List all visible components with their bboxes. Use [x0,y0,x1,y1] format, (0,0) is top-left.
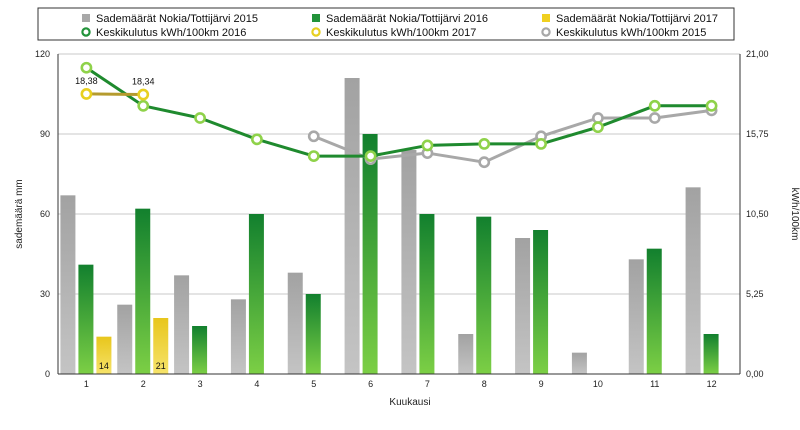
x-tick-label: 2 [141,379,146,389]
legend-label: Keskikulutus kWh/100km 2015 [556,27,706,39]
series-line [313,108,712,164]
x-tick-label: 1 [84,379,89,389]
bar [362,134,378,374]
bar [117,304,133,374]
line-point [478,138,491,150]
bar [78,264,94,374]
y-axis-title: sademäärä mm [14,179,25,248]
bar [458,334,474,374]
x-tick-label: 6 [368,379,373,389]
line-point [592,112,604,124]
x-tick-label: 10 [593,379,603,389]
y-tick-label: 90 [40,129,50,139]
bar [192,326,208,374]
legend-swatch [312,14,320,22]
line-point [307,130,320,143]
legend-label: Keskikulutus kWh/100km 2017 [326,27,476,39]
bar [703,334,719,374]
line-point [421,139,434,152]
x-tick-label: 12 [707,379,717,389]
x-tick-label: 3 [198,379,203,389]
line-point [535,138,547,150]
x-tick-label: 4 [254,379,259,389]
y-tick-label: 0 [45,369,50,379]
line-point [648,99,661,112]
bar [628,259,644,374]
series-line [85,66,712,158]
bar [419,214,435,374]
bar [571,352,587,374]
legend-marker [81,27,91,37]
series-line [86,92,144,97]
y2-tick-label: 15,75 [746,129,769,139]
bar [174,275,190,374]
bar [476,216,492,374]
bar [685,187,701,374]
legend-label: Sademäärät Nokia/Tottijärvi 2015 [96,13,258,25]
line-point [194,112,206,124]
legend-marker [541,27,551,37]
line-point [478,156,491,169]
line-point [364,150,377,162]
legend-marker [311,27,321,37]
bar [401,150,417,374]
x-axis-title: Kuukausi [389,397,430,408]
lines [80,61,718,169]
x-tick-label: 8 [482,379,487,389]
bar-value-label: 14 [99,361,109,371]
legend: Sademäärät Nokia/Tottijärvi 2015 Sademäär… [37,7,735,41]
bar [515,238,531,374]
bar [533,230,549,374]
legend-swatch [82,14,90,22]
bar [646,248,662,374]
x-tick-label: 5 [311,379,316,389]
line-point [80,61,93,74]
point-value-label: 18,34 [132,77,155,87]
line-point [705,99,718,112]
y2-axis-title: kWh/100km [789,188,800,241]
legend-label: Sademäärät Nokia/Tottijärvi 2016 [326,13,488,25]
line-point [307,150,320,162]
bar [96,336,112,374]
x-tick-label: 11 [650,379,659,389]
bar [135,208,151,374]
point-value-label: 18,38 [75,76,98,86]
data-labels: 14 21 18,38 18,34 [75,76,166,371]
bar [344,78,360,374]
bar-value-label: 21 [156,361,166,371]
y-tick-label: 30 [40,289,50,299]
line-point [137,88,150,101]
bar [153,318,169,374]
line-point [80,88,93,100]
line-point [137,99,150,112]
legend-label: Keskikulutus kWh/100km 2016 [96,27,246,39]
legend-label: Sademäärät Nokia/Tottijärvi 2017 [556,13,718,25]
bar [287,272,303,374]
y2-tick-label: 10,50 [746,209,769,219]
bar [230,299,246,374]
line-point [592,121,604,134]
line-point [648,112,661,124]
bars [60,78,719,374]
y2-tick-label: 5,25 [746,289,764,299]
y-tick-label: 120 [35,49,50,59]
legend-swatch [542,14,550,22]
x-tick-label: 7 [425,379,430,389]
bar [305,294,321,374]
x-tick-label: 9 [539,379,544,389]
line-point [251,133,263,146]
y-tick-label: 60 [40,209,50,219]
y2-tick-label: 21,00 [746,49,769,59]
legend-frame [37,7,735,41]
y2-tick-label: 0,00 [746,369,764,379]
bar [60,195,76,374]
bar [248,214,264,374]
